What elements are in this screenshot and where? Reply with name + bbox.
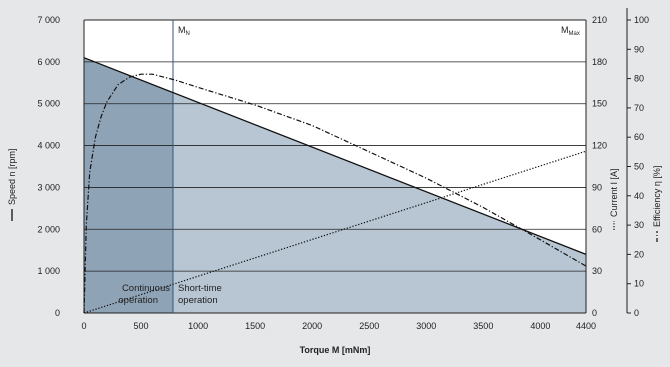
max-torque-marker: MMax xyxy=(561,25,580,37)
right1-tick-label: 150 xyxy=(592,99,607,109)
x-tick-label: 2500 xyxy=(359,321,379,331)
short-time-label-line2: operation xyxy=(178,295,218,306)
right1-tick-label: 120 xyxy=(592,141,607,151)
right2-tick-label: 10 xyxy=(634,279,644,289)
x-tick-label: 0 xyxy=(81,321,86,331)
max-torque-sub: Max xyxy=(569,31,580,37)
right1-tick-label: 0 xyxy=(592,308,597,318)
right2-axis-title: Efficiency η [%] xyxy=(652,166,662,242)
right2-tick-label: 90 xyxy=(634,44,644,54)
right1-tick-label: 60 xyxy=(592,224,602,234)
right2-axis-title-text: Efficiency η [%] xyxy=(652,166,662,227)
right1-tick-label: 30 xyxy=(592,266,602,276)
right2-tick-label: 40 xyxy=(634,191,644,201)
right1-axis-title-text: Current I [A] xyxy=(609,168,619,217)
short-time-label-line1: Short-time xyxy=(178,283,222,294)
left-tick-label: 5 000 xyxy=(37,99,60,109)
left-tick-label: 6 000 xyxy=(37,57,60,67)
series-line-1 xyxy=(83,150,587,314)
continuous-region xyxy=(84,57,173,313)
left-tick-label: 7 000 xyxy=(37,15,60,25)
x-tick-label: 3000 xyxy=(416,321,436,331)
right2-tick-label: 70 xyxy=(634,103,644,113)
left-axis-title: Speed n [rpm] xyxy=(7,148,17,221)
right1-axis-title: Current I [A] xyxy=(609,168,619,230)
x-tick-label: 2000 xyxy=(302,321,322,331)
left-tick-label: 3 000 xyxy=(37,182,60,192)
left-tick-label: 1 000 xyxy=(37,266,60,276)
right1-tick-label: 90 xyxy=(592,182,602,192)
x-tick-label: 4000 xyxy=(530,321,550,331)
x-axis-title: Torque M [mNm] xyxy=(300,345,371,355)
right2-tick-label: 50 xyxy=(634,162,644,172)
left-tick-label: 0 xyxy=(55,308,60,318)
continuous-label-line2: operation xyxy=(118,295,158,306)
right2-tick-label: 60 xyxy=(634,132,644,142)
nominal-torque-marker: MN xyxy=(178,25,190,37)
nominal-torque-sub: N xyxy=(186,31,190,37)
right2-tick-label: 80 xyxy=(634,74,644,84)
right2-tick-label: 0 xyxy=(634,308,639,318)
max-torque-letter: M xyxy=(561,25,569,35)
x-tick-label: 1500 xyxy=(245,321,265,331)
series-line-0 xyxy=(83,57,587,256)
right2-tick-label: 100 xyxy=(634,15,649,25)
right2-tick-label: 30 xyxy=(634,220,644,230)
left-tick-label: 2 000 xyxy=(37,224,60,234)
right1-tick-label: 210 xyxy=(592,15,607,25)
right1-tick-label: 180 xyxy=(592,57,607,67)
right2-tick-label: 20 xyxy=(634,249,644,259)
x-tick-label: 1000 xyxy=(188,321,208,331)
left-tick-label: 4 000 xyxy=(37,141,60,151)
short_time-region xyxy=(172,92,586,313)
continuous-label-line1: Continuous xyxy=(122,283,170,294)
nominal-torque-letter: M xyxy=(178,25,186,35)
x-tick-label: 3500 xyxy=(473,321,493,331)
series-line-2 xyxy=(83,73,587,314)
left-axis-title-text: Speed n [rpm] xyxy=(7,148,17,205)
x-tick-label: 4400 xyxy=(576,321,596,331)
x-tick-label: 500 xyxy=(134,321,149,331)
